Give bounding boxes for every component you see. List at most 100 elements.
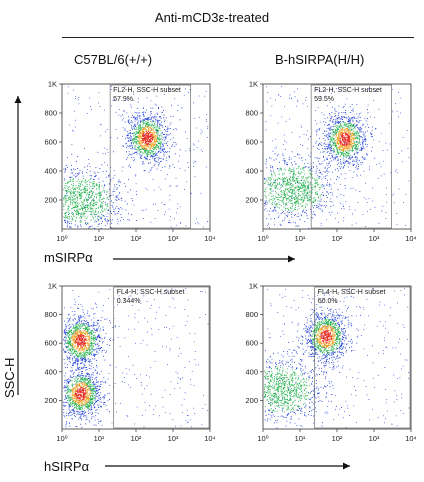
data-point (335, 157, 337, 159)
data-point (330, 147, 331, 148)
data-point (342, 119, 343, 120)
data-point (292, 189, 294, 190)
data-point (185, 88, 186, 90)
data-point (66, 222, 68, 224)
data-point (275, 192, 277, 194)
data-point (149, 132, 151, 133)
data-point (152, 107, 154, 109)
data-point (74, 345, 76, 347)
data-point (80, 219, 81, 221)
figure-title: Anti-mCD3ε-treated (154, 10, 270, 25)
data-point (149, 139, 151, 141)
data-point (143, 157, 145, 159)
data-point (161, 125, 163, 127)
data-point (336, 119, 338, 121)
data-point (344, 136, 345, 138)
data-point (139, 120, 141, 122)
data-point (69, 226, 70, 228)
data-point (329, 132, 331, 134)
data-point (350, 128, 352, 130)
data-point (292, 205, 294, 207)
data-point (125, 209, 127, 211)
data-point (326, 172, 328, 174)
data-point (84, 324, 85, 326)
group-label-humanized: B-hSIRPA(H/H) (275, 52, 365, 67)
data-point (158, 131, 159, 133)
y-tick-label: 600 (44, 339, 57, 348)
data-point (312, 145, 314, 147)
data-point (134, 128, 136, 130)
data-point (111, 105, 112, 107)
data-point (344, 123, 346, 125)
data-point (265, 187, 267, 189)
data-point (143, 114, 144, 116)
data-point (177, 104, 179, 106)
data-point (78, 328, 80, 330)
data-point (285, 203, 287, 205)
data-point (140, 149, 141, 150)
data-point (319, 163, 321, 165)
data-point (290, 186, 292, 188)
data-point (159, 137, 161, 139)
data-point (94, 211, 96, 212)
data-point (74, 317, 76, 319)
data-point (161, 106, 163, 108)
data-point (79, 193, 81, 195)
data-point (82, 209, 83, 211)
data-point (155, 144, 157, 146)
data-point (70, 326, 72, 328)
data-point (201, 131, 203, 133)
data-point (98, 187, 100, 189)
data-point (273, 199, 275, 201)
data-point (277, 206, 279, 208)
data-point (131, 157, 133, 158)
data-point (73, 185, 74, 187)
data-point (128, 116, 129, 118)
data-point (339, 138, 341, 140)
data-point (86, 210, 88, 212)
data-point (333, 142, 335, 144)
data-point (270, 165, 272, 167)
data-point (297, 88, 298, 90)
data-point (137, 112, 139, 114)
data-point (99, 106, 101, 107)
data-point (318, 178, 320, 179)
data-point (382, 205, 384, 207)
data-point (156, 153, 158, 155)
data-point (164, 137, 166, 138)
data-point (196, 127, 197, 129)
data-point (69, 179, 71, 181)
data-point (134, 152, 135, 154)
data-point (347, 130, 349, 132)
data-points (63, 86, 209, 229)
data-point (271, 175, 273, 177)
data-point (76, 322, 78, 324)
data-point (283, 168, 285, 170)
data-point (325, 178, 326, 179)
data-point (151, 124, 153, 126)
data-point (286, 164, 288, 166)
data-point (296, 105, 298, 107)
data-point (311, 193, 313, 194)
data-point (82, 204, 84, 205)
data-point (155, 155, 156, 157)
data-point (88, 97, 90, 99)
data-point (371, 147, 373, 148)
data-point (362, 133, 364, 135)
data-point (300, 191, 302, 192)
data-point (280, 184, 282, 186)
data-point (106, 149, 108, 150)
data-point (350, 145, 352, 147)
data-point (351, 177, 353, 178)
data-point (319, 204, 321, 206)
data-point (339, 121, 341, 123)
data-point (294, 198, 296, 200)
data-point (76, 339, 78, 341)
data-point (341, 153, 342, 154)
data-point (165, 138, 166, 140)
data-point (317, 183, 318, 185)
data-point (359, 120, 360, 122)
data-point (338, 135, 339, 137)
data-point (318, 176, 320, 178)
data-point (128, 137, 129, 139)
